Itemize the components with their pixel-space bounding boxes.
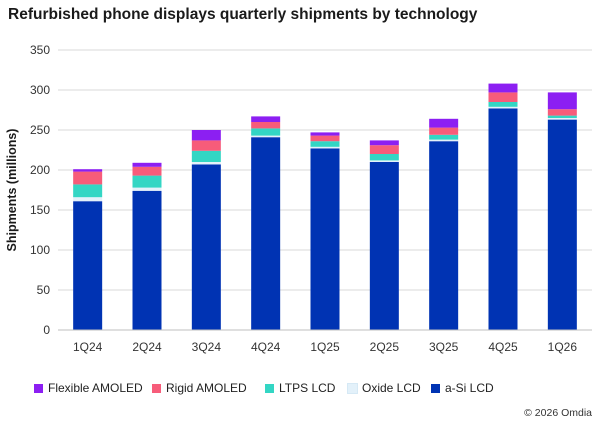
bar-oxide-lcd-3q24 [191,162,221,165]
bar-flexible-amoled-3q25 [429,118,459,128]
bar-flexible-amoled-4q25 [488,83,518,93]
y-axis-title: Shipments (millions) [5,129,19,252]
bar-flexible-amoled-4q24 [251,116,281,122]
chart-title: Refurbished phone displays quarterly shi… [8,6,478,23]
y-tick-label: 0 [43,323,50,337]
x-tick-label: 1Q25 [310,340,340,354]
x-tick-label: 1Q26 [548,340,578,354]
legend-swatch [34,383,43,393]
bar-a-si-lcd-3q25 [429,141,459,330]
legend-item-ltps-lcd: LTPS LCD [265,381,335,395]
legend-swatch [265,383,274,393]
bar-oxide-lcd-1q25 [310,146,340,149]
bar-oxide-lcd-1q26 [547,118,577,120]
y-tick-label: 300 [30,83,50,97]
legend-swatch [431,383,440,393]
bar-rigid-amoled-4q25 [488,92,518,102]
x-axis: 1Q24 2Q24 3Q24 4Q24 1Q25 2Q25 3Q25 4Q25 1Q26 [58,329,592,354]
bar-a-si-lcd-4q24 [251,137,281,330]
y-tick-label: 350 [30,43,50,57]
bar-ltps-lcd-4q25 [488,102,518,107]
y-tick-label: 200 [30,163,50,177]
bar-oxide-lcd-4q25 [488,106,518,109]
legend-label: Flexible AMOLED [48,381,143,395]
bar-oxide-lcd-1q24 [73,197,103,202]
bar-ltps-lcd-2q24 [132,175,162,188]
bar-oxide-lcd-2q24 [132,187,162,191]
y-tick-label: 250 [30,123,50,137]
bar-a-si-lcd-1q24 [73,201,103,330]
legend-item-flexible-amoled: Flexible AMOLED [34,381,143,395]
bar-flexible-amoled-1q24 [73,169,103,172]
bar-flexible-amoled-1q25 [310,132,340,136]
x-tick-label: 2Q24 [132,340,162,354]
y-axis-ticks: 0 50 100 150 200 250 300 350 [30,43,50,337]
bar-a-si-lcd-1q25 [310,148,340,330]
x-tick-label: 1Q24 [73,340,103,354]
legend-item-rigid-amoled: Rigid AMOLED [152,381,247,395]
bar-flexible-amoled-3q24 [191,130,221,141]
x-tick-label: 4Q24 [251,340,281,354]
legend-label: Oxide LCD [362,381,421,395]
bar-ltps-lcd-3q25 [429,134,459,140]
x-tick-label: 4Q25 [488,340,518,354]
legend-swatch [152,383,161,393]
bar-rigid-amoled-3q24 [191,140,221,151]
legend-item-oxide-lcd: Oxide LCD [347,381,421,395]
bar-flexible-amoled-2q24 [132,162,162,167]
bar-a-si-lcd-4q25 [488,108,518,331]
bar-oxide-lcd-4q24 [251,135,281,138]
y-tick-label: 50 [37,283,51,297]
x-tick-label: 3Q24 [192,340,222,354]
bar-ltps-lcd-3q24 [191,150,221,162]
bar-rigid-amoled-4q24 [251,122,281,129]
bar-ltps-lcd-1q24 [73,184,103,198]
bar-flexible-amoled-1q26 [547,92,577,110]
copyright-notice: © 2026 Omdia [524,407,592,419]
y-tick-label: 100 [30,243,50,257]
x-tick-label: 2Q25 [370,340,400,354]
bar-ltps-lcd-1q26 [547,115,577,118]
bar-a-si-lcd-1q26 [547,119,577,330]
bar-rigid-amoled-2q25 [369,145,399,154]
bar-ltps-lcd-4q24 [251,128,281,136]
legend-item-a-si-lcd: a-Si LCD [431,381,494,395]
bar-a-si-lcd-2q24 [132,190,162,330]
bar-rigid-amoled-1q25 [310,135,340,142]
bar-rigid-amoled-2q24 [132,166,162,176]
legend-swatch [347,382,358,394]
bar-rigid-amoled-1q26 [547,109,577,116]
bar-ltps-lcd-1q25 [310,141,340,147]
bar-rigid-amoled-3q25 [429,127,459,135]
bar-oxide-lcd-2q25 [369,160,399,162]
bar-a-si-lcd-2q25 [369,162,399,330]
x-tick-label: 3Q25 [429,340,459,354]
legend: Flexible AMOLED Rigid AMOLED LTPS LCD Oxide… [34,381,594,397]
bar-a-si-lcd-3q24 [191,164,221,330]
y-tick-label: 150 [30,203,50,217]
legend-label: LTPS LCD [279,381,336,395]
bar-rigid-amoled-1q24 [73,171,103,185]
legend-label: a-Si LCD [445,381,494,395]
bar-ltps-lcd-2q25 [369,154,399,161]
bars [73,83,577,331]
bar-flexible-amoled-2q25 [369,140,399,146]
legend-label: Rigid AMOLED [166,381,247,395]
bar-oxide-lcd-3q25 [429,139,459,142]
